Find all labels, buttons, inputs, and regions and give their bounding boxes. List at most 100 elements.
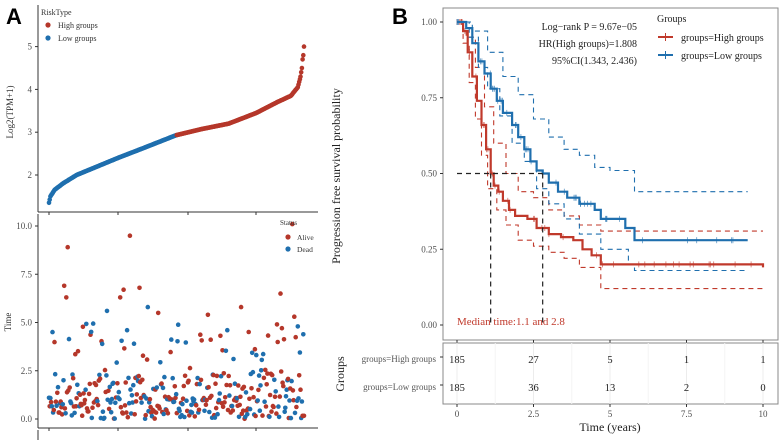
km-y-tick-label: 0.25: [421, 244, 437, 254]
status-y-tick-label: 5.0: [21, 318, 33, 328]
status-point: [299, 399, 305, 404]
status-point: [77, 392, 83, 398]
status-point: [215, 411, 220, 417]
status-point: [184, 398, 189, 404]
status-point: [63, 411, 68, 416]
status-point: [253, 413, 258, 419]
status-point: [70, 375, 76, 381]
status-point: [73, 351, 78, 357]
status-point: [258, 368, 264, 373]
status-point: [301, 413, 307, 419]
risk-table-cell: 5: [607, 355, 612, 366]
status-point: [241, 384, 247, 390]
status-point: [142, 416, 148, 422]
status-point: [278, 369, 284, 374]
km-y-label: Progression free survival probability: [329, 88, 343, 264]
status-point: [155, 310, 161, 316]
status-point: [55, 384, 61, 390]
status-point: [277, 394, 283, 399]
km-x-tick-label: 0: [455, 409, 460, 419]
status-point: [198, 332, 203, 338]
status-point: [292, 410, 298, 416]
status-point: [289, 378, 294, 384]
status-point: [140, 353, 146, 359]
status-point: [218, 373, 224, 379]
status-point: [90, 321, 96, 326]
status-point: [90, 405, 95, 411]
km-legend-title: Groups: [657, 14, 687, 25]
status-point: [128, 387, 133, 392]
status-point: [249, 350, 255, 356]
status-point: [262, 399, 267, 405]
status-point: [158, 360, 163, 365]
status-point: [205, 312, 211, 318]
status-point: [273, 389, 279, 394]
status-point: [199, 338, 204, 343]
status-point: [95, 402, 101, 408]
status-point: [154, 385, 160, 390]
status-point: [186, 378, 191, 384]
status-point: [222, 400, 227, 405]
status-point: [182, 414, 187, 420]
status-y-tick-label: 10.0: [16, 221, 32, 231]
status-point: [253, 352, 259, 358]
status-point: [52, 371, 58, 377]
status-point: [89, 415, 95, 421]
status-point: [173, 395, 178, 401]
status-point: [245, 412, 250, 417]
km-legend-high-label: groups=High groups: [681, 33, 764, 44]
status-point: [181, 383, 187, 389]
risk-y-tick-label: 4: [28, 84, 33, 94]
status-point: [202, 408, 207, 414]
status-point: [97, 372, 102, 378]
risk-point: [298, 74, 303, 79]
risk-legend-low-marker: [45, 35, 51, 41]
status-point: [227, 383, 233, 388]
status-point: [129, 393, 135, 398]
status-point: [226, 373, 231, 379]
status-point: [170, 375, 175, 381]
status-point: [261, 375, 267, 381]
status-point: [214, 373, 220, 379]
status-point: [269, 372, 275, 378]
status-point: [251, 394, 256, 400]
risk-table-cell: 1: [760, 355, 765, 366]
status-point: [152, 416, 157, 421]
status-point: [258, 383, 263, 388]
risk-table-cell: 27: [528, 355, 539, 366]
status-point: [169, 337, 174, 342]
status-point: [195, 375, 200, 381]
status-point: [184, 408, 190, 414]
status-point: [229, 403, 235, 409]
status-point: [290, 388, 296, 393]
status-point: [74, 396, 79, 401]
status-point: [73, 404, 79, 409]
risk-curve-panel: Log2(TPM+1) 2 3 4 5 RiskType High groups Lo…: [5, 5, 318, 215]
status-point: [165, 411, 171, 416]
status-point: [263, 404, 269, 409]
risk-table-row-label-low: groups=Low groups: [363, 382, 436, 392]
risk-table-cell: 185: [449, 355, 465, 366]
status-point: [213, 405, 219, 411]
status-point: [252, 346, 258, 352]
status-point: [130, 400, 135, 405]
status-point: [260, 351, 266, 357]
status-legend-dead-label: Dead: [297, 245, 313, 254]
km-y-tick-label: 1.00: [421, 17, 437, 27]
status-point: [86, 409, 91, 414]
status-point: [180, 401, 185, 407]
status-point: [122, 403, 128, 408]
status-point: [284, 387, 290, 393]
km-legend-low-label: groups=Low groups: [681, 51, 762, 62]
status-point: [157, 406, 162, 411]
status-point: [281, 383, 286, 389]
status-point: [88, 329, 94, 335]
status-point: [65, 244, 70, 250]
status-point: [62, 406, 68, 411]
km-x-tick-label: 2.5: [528, 409, 540, 419]
km-x-tick-label: 7.5: [681, 409, 693, 419]
status-point: [283, 394, 289, 399]
status-point: [288, 415, 294, 421]
status-point: [292, 314, 297, 320]
status-point: [48, 399, 54, 405]
